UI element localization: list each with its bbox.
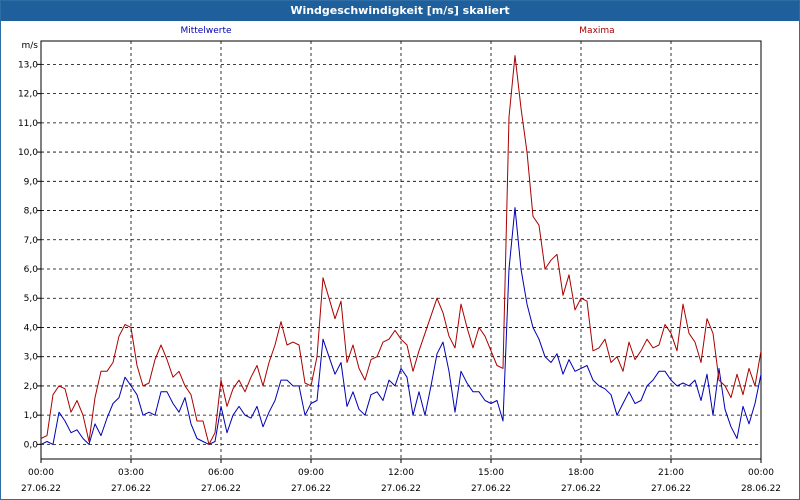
y-tick-label: 12,0	[18, 90, 38, 100]
series-line-1	[40, 55, 762, 445]
wind-speed-chart: 0,0 1,0 2,0 3,0 4,0 5,0 6,0 7,0 8,0 9,0 10,0 11,0 12…	[18, 26, 781, 494]
x-tick-time: 12:00	[388, 468, 414, 478]
x-tick-time: 00:00	[28, 468, 54, 478]
y-tick-label: 1,0	[24, 411, 39, 421]
x-tick-time: 15:00	[478, 468, 504, 478]
axes	[37, 40, 762, 463]
y-tick-label: 13,0	[18, 60, 38, 70]
x-tick-date: 27.06.22	[471, 484, 511, 494]
y-tick-label: 3,0	[24, 353, 39, 363]
legend-label-0: Mittelwerte	[180, 26, 231, 36]
series-line-0	[40, 207, 762, 445]
y-tick-label: 10,0	[18, 148, 38, 158]
y-tick-label: 7,0	[24, 236, 39, 246]
x-tick-time: 00:00	[748, 468, 774, 478]
y-tick-label: 8,0	[24, 207, 39, 217]
x-tick-date: 27.06.22	[381, 484, 421, 494]
x-tick-time: 18:00	[568, 468, 594, 478]
x-tick-date: 27.06.22	[561, 484, 601, 494]
x-tick-time: 09:00	[298, 468, 324, 478]
grid	[40, 41, 762, 459]
y-tick-label: 6,0	[24, 265, 39, 275]
plot-frame	[40, 40, 762, 460]
x-tick-date: 27.06.22	[291, 484, 331, 494]
x-tick-time: 06:00	[208, 468, 234, 478]
legend-label-1: Maxima	[579, 26, 614, 36]
y-tick-label: 0,0	[24, 440, 39, 450]
x-tick-date: 28.06.22	[741, 484, 781, 494]
chart-title: Windgeschwindigkeit [m/s] skaliert	[1, 1, 799, 21]
x-tick-time: 21:00	[658, 468, 684, 478]
x-tick-time: 03:00	[118, 468, 144, 478]
y-tick-label: 2,0	[24, 382, 39, 392]
y-axis-label: m/s	[22, 41, 39, 51]
x-tick-date: 27.06.22	[21, 484, 61, 494]
x-tick-date: 27.06.22	[651, 484, 691, 494]
x-tick-date: 27.06.22	[201, 484, 241, 494]
labels: 0,0 1,0 2,0 3,0 4,0 5,0 6,0 7,0 8,0 9,0 10,0 11,0 12…	[18, 26, 781, 494]
y-tick-label: 4,0	[24, 323, 39, 333]
series	[40, 55, 762, 445]
y-tick-label: 9,0	[24, 177, 39, 187]
x-tick-date: 27.06.22	[111, 484, 151, 494]
y-tick-label: 11,0	[18, 119, 38, 129]
y-tick-label: 5,0	[24, 294, 39, 304]
